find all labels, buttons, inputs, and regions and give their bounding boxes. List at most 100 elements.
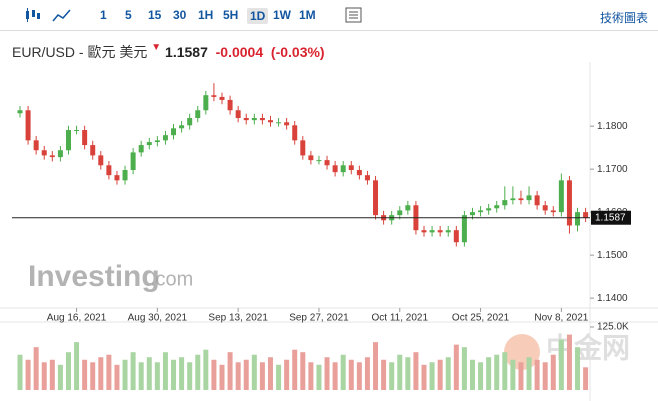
last-price-box [591, 210, 631, 225]
candle-body [550, 210, 556, 213]
change-percent: (-0.03%) [270, 44, 325, 60]
interval-button[interactable]: 1W [273, 8, 291, 22]
volume-bar [300, 352, 306, 390]
candle-body [308, 155, 314, 161]
candle-body [90, 145, 96, 156]
candle-body [542, 205, 548, 211]
volume-bar [364, 357, 370, 390]
candle-body [187, 117, 193, 126]
y-tick-label: 1.1700 [597, 164, 628, 175]
volume-bar [324, 357, 330, 390]
settings-icon[interactable] [345, 7, 363, 23]
volume-bar [41, 362, 47, 390]
candle-body [461, 215, 467, 243]
candle-body [25, 110, 31, 141]
volume-bar [195, 354, 201, 390]
volume-bar [284, 359, 290, 390]
candle-body [122, 170, 128, 181]
volume-bar [518, 362, 524, 390]
volume-bar [389, 362, 395, 390]
interval-button[interactable]: 30 [173, 8, 187, 22]
volume-bar [74, 342, 80, 390]
candle-body [98, 155, 104, 166]
volume-bar [243, 359, 249, 390]
candle-body [518, 198, 524, 201]
volume-bar [276, 364, 282, 390]
volume-bar [437, 359, 443, 390]
volume-bar [179, 357, 185, 390]
candle-body [566, 180, 572, 226]
volume-bar [90, 362, 96, 390]
x-tick-label: Oct 25, 2021 [452, 313, 510, 324]
candle-body [276, 122, 282, 124]
candle-body [195, 110, 201, 118]
candle-body [356, 170, 362, 176]
candle-body [575, 212, 581, 226]
volume-bar [130, 352, 136, 390]
volume-bar [340, 354, 346, 390]
volume-bar [558, 339, 564, 390]
watermark: .com [150, 268, 193, 290]
candle-body [332, 165, 338, 173]
watermark: 中金网 [546, 331, 630, 363]
candle-body [510, 198, 516, 201]
volume-bar [453, 344, 459, 390]
volume-bar [106, 354, 112, 390]
candle-body [41, 150, 47, 156]
volume-bar [566, 334, 572, 390]
watermark: Investing [28, 260, 160, 293]
volume-bar [356, 362, 362, 390]
volume-bar [235, 362, 241, 390]
x-tick-label: Sep 13, 2021 [208, 313, 268, 324]
volume-bar [550, 354, 556, 390]
candle-body [583, 212, 589, 218]
volume-bar [526, 357, 532, 390]
volume-bar [469, 359, 475, 390]
x-tick-label: Aug 16, 2021 [47, 313, 107, 324]
candle-body [138, 145, 144, 153]
candle-body [171, 128, 177, 136]
candle-body [324, 160, 330, 166]
candle-body [219, 96, 225, 100]
candle-body [300, 140, 306, 156]
volume-bar [98, 357, 104, 390]
candle-body [179, 125, 185, 129]
area-icon[interactable] [52, 7, 72, 23]
interval-button[interactable]: 15 [148, 8, 162, 22]
interval-button[interactable]: 5H [223, 8, 239, 22]
interval-button[interactable]: 5 [125, 8, 132, 22]
interval-button[interactable]: 1M [299, 8, 316, 22]
candle-body [227, 99, 233, 111]
volume-bar [203, 349, 209, 390]
candle-body [65, 130, 71, 151]
candle-body [259, 117, 265, 121]
volume-bar [211, 359, 217, 390]
toolbar: 1 5 15 30 1H 5H 1D 1W 1M 技術圖表 [0, 0, 658, 31]
volume-bar [583, 367, 589, 390]
chart-link[interactable]: 技術圖表 [599, 11, 648, 25]
volume-bar [82, 359, 88, 390]
candle-body [478, 210, 484, 213]
volume-bar [534, 359, 540, 390]
volume-bar [575, 347, 581, 390]
interval-button[interactable]: 1D [247, 8, 269, 24]
candle-body [284, 122, 290, 126]
candle-body [292, 125, 298, 141]
candle-body [33, 140, 39, 151]
interval-button[interactable]: 1H [198, 8, 214, 22]
volume-bar [316, 364, 322, 390]
volume-bar [421, 364, 427, 390]
volume-bar [292, 349, 298, 390]
volume-bar [146, 357, 152, 390]
y-tick-label: 1.1500 [597, 250, 628, 261]
candle-icon[interactable] [24, 7, 42, 23]
volume-bar [122, 359, 128, 390]
x-tick-label: Sep 27, 2021 [289, 313, 349, 324]
interval-button[interactable]: 1 [100, 8, 107, 22]
candle-body [486, 208, 492, 211]
candle-body [502, 200, 508, 206]
volume-bar [373, 342, 379, 390]
volume-bar [259, 362, 265, 390]
